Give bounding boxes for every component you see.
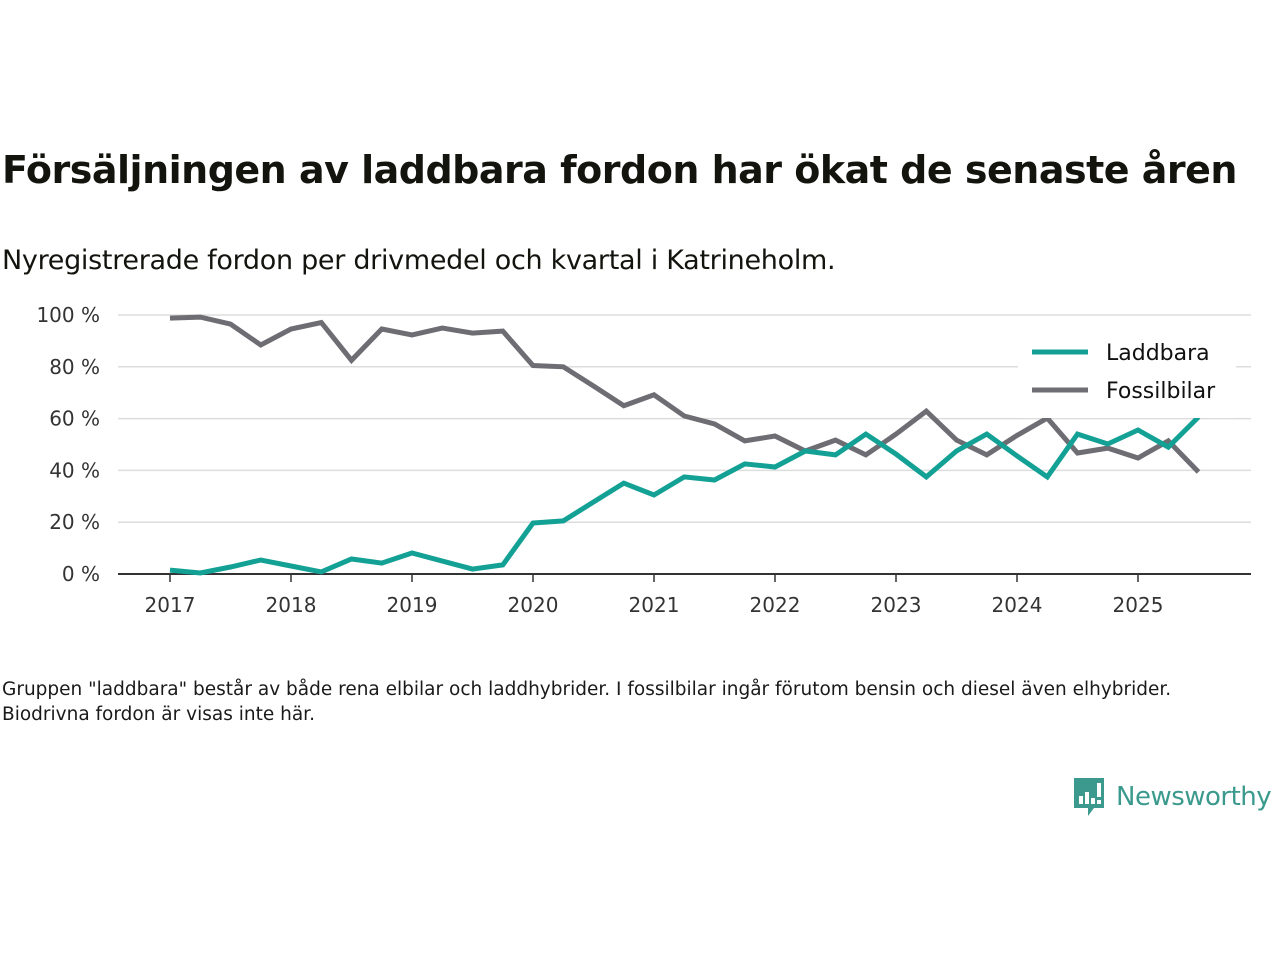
x-tick-label: 2020 — [508, 593, 559, 617]
legend-label-laddbara: Laddbara — [1106, 341, 1210, 366]
x-tick-label: 2018 — [266, 593, 317, 617]
footnote: Gruppen "laddbara" består av både rena e… — [2, 679, 1172, 725]
line-chart: 0 % 20 % 40 % 60 % 80 % 100 % 2017 2018 2019 202… — [36, 303, 1251, 617]
y-tick-label: 40 % — [49, 458, 100, 482]
x-axis: 2017 2018 2019 2020 2021 2022 2023 2024 2025 — [118, 573, 1251, 617]
y-tick-label: 60 % — [49, 407, 100, 431]
bar-chart-speech-bubble-icon — [1074, 778, 1104, 816]
series-line-fossilbilar — [169, 314, 1201, 474]
legend-label-fossilbilar: Fossilbilar — [1106, 379, 1216, 404]
x-tick-label: 2022 — [750, 593, 801, 617]
legend-background — [1018, 330, 1236, 418]
x-tick-label: 2021 — [629, 593, 680, 617]
chart-subtitle: Nyregistrerade fordon per drivmedel och … — [2, 245, 836, 276]
series-lines — [169, 314, 1201, 576]
x-tick-label: 2019 — [387, 593, 438, 617]
y-axis: 0 % 20 % 40 % 60 % 80 % 100 % — [36, 303, 100, 586]
brand-name: Newsworthy — [1116, 782, 1272, 812]
series-line-laddbara — [169, 415, 1201, 576]
x-tick-label: 2025 — [1113, 593, 1164, 617]
brand-logo[interactable]: Newsworthy — [1072, 776, 1272, 818]
y-tick-label: 0 % — [62, 562, 100, 586]
chart-title: Försäljningen av laddbara fordon har öka… — [2, 148, 1237, 192]
x-tick-label: 2023 — [871, 593, 922, 617]
y-tick-label: 100 % — [36, 303, 100, 327]
x-tick-label: 2017 — [145, 593, 196, 617]
legend: Laddbara Fossilbilar — [1018, 330, 1236, 418]
y-tick-label: 20 % — [49, 510, 100, 534]
y-tick-label: 80 % — [49, 355, 100, 379]
x-tick-label: 2024 — [992, 593, 1043, 617]
